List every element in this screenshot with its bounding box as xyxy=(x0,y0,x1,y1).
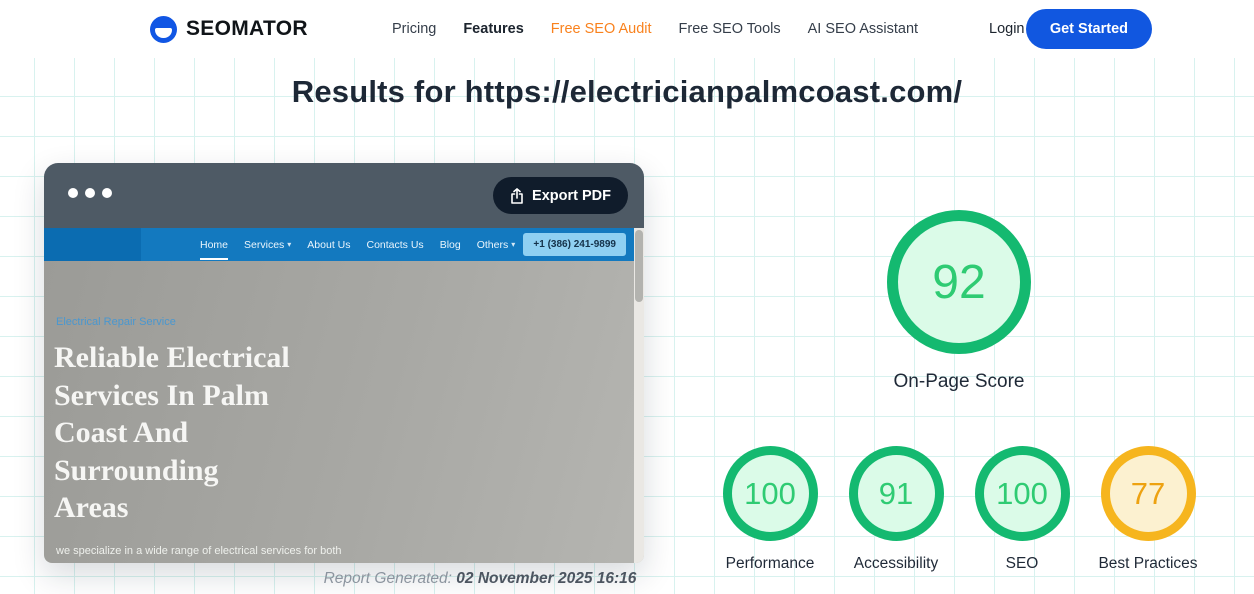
performance-score-value: 100 xyxy=(744,475,796,511)
main-nav: Pricing Features Free SEO Audit Free SEO… xyxy=(392,0,918,58)
best-practices-score: 77 Best Practices xyxy=(1085,446,1211,573)
export-pdf-label: Export PDF xyxy=(532,187,611,204)
seo-score: 100 SEO xyxy=(959,446,1085,573)
export-pdf-button[interactable]: Export PDF xyxy=(493,177,628,214)
logo-smile-shape xyxy=(155,27,172,38)
browser-mockup-header: Export PDF xyxy=(44,163,644,228)
hero-subtitle: we specialize in a wide range of electri… xyxy=(56,545,342,557)
chevron-down-icon: ▾ xyxy=(511,240,516,249)
hero-tagline: Electrical Repair Service xyxy=(56,316,176,328)
seomator-logo[interactable]: SEOMATOR xyxy=(150,0,308,58)
window-dot xyxy=(68,188,78,198)
performance-score-label: Performance xyxy=(725,555,815,572)
seo-score-ring: 100 xyxy=(974,446,1070,541)
site-nav-home[interactable]: Home xyxy=(200,238,229,260)
performance-score-ring: 100 xyxy=(722,446,818,541)
site-nav-blog[interactable]: Blog xyxy=(439,238,461,251)
report-generated-label: Report Generated: xyxy=(323,570,452,587)
chevron-down-icon: ▾ xyxy=(287,240,292,249)
phone-button[interactable]: +1 (386) 241-9899 xyxy=(523,233,626,256)
window-dot xyxy=(85,188,95,198)
accessibility-score: 91 Accessibility xyxy=(833,446,959,573)
preview-scrollbar-track[interactable] xyxy=(634,228,644,563)
nav-pricing[interactable]: Pricing xyxy=(392,21,437,37)
preview-scrollbar-thumb[interactable] xyxy=(635,230,643,302)
on-page-score: 92 On-Page Score xyxy=(859,210,1059,393)
site-nav-services[interactable]: Services ▾ xyxy=(244,238,292,251)
accessibility-score-value: 91 xyxy=(878,475,914,511)
website-preview-card: Export PDF Home Services ▾ About Us Conta… xyxy=(44,163,644,563)
best-practices-score-value: 77 xyxy=(1130,475,1166,511)
site-nav-about-us[interactable]: About Us xyxy=(307,238,351,251)
page-title: Results for https://electricianpalmcoast… xyxy=(291,74,963,109)
site-hero: Electrical Repair Service Reliable Elect… xyxy=(44,261,644,563)
accessibility-score-label: Accessibility xyxy=(853,555,939,572)
site-nav-items: Home Services ▾ About Us Contacts Us Blog… xyxy=(200,228,515,261)
site-nav-bar: Home Services ▾ About Us Contacts Us Blog… xyxy=(44,228,644,261)
top-header: SEOMATOR Pricing Features Free SEO Audit… xyxy=(0,0,1254,58)
share-icon xyxy=(510,187,524,204)
seo-score-value: 100 xyxy=(996,475,1048,511)
on-page-score-ring: 92 xyxy=(887,210,1031,354)
best-practices-score-ring: 77 xyxy=(1100,446,1196,541)
nav-free-seo-audit[interactable]: Free SEO Audit xyxy=(550,21,652,37)
report-generated-value: 02 November 2025 16:16 xyxy=(456,570,637,587)
site-nav-contacts-us[interactable]: Contacts Us xyxy=(366,238,424,251)
best-practices-score-label: Best Practices xyxy=(1098,555,1198,572)
site-nav-others[interactable]: Others ▾ xyxy=(476,238,516,251)
seo-score-label: SEO xyxy=(1005,555,1039,572)
on-page-score-value: 92 xyxy=(932,255,986,309)
nav-features[interactable]: Features xyxy=(463,21,524,37)
window-dots xyxy=(68,188,112,198)
get-started-button[interactable]: Get Started xyxy=(1025,9,1152,49)
on-page-score-label: On-Page Score xyxy=(893,371,1025,392)
nav-free-seo-tools[interactable]: Free SEO Tools xyxy=(678,21,781,37)
report-generated: Report Generated: 02 November 2025 16:16 xyxy=(250,570,710,588)
accessibility-score-ring: 91 xyxy=(848,446,944,541)
site-logo-block xyxy=(44,228,141,261)
brand-name: SEOMATOR xyxy=(186,17,308,40)
seomator-logo-icon xyxy=(150,15,177,43)
nav-ai-seo-assistant[interactable]: AI SEO Assistant xyxy=(807,21,919,37)
performance-score: 100 Performance xyxy=(707,446,833,573)
hero-heading: Reliable Electrical Services In Palm Coa… xyxy=(54,341,290,524)
login-link[interactable]: Login xyxy=(989,21,1025,37)
window-dot xyxy=(102,188,112,198)
